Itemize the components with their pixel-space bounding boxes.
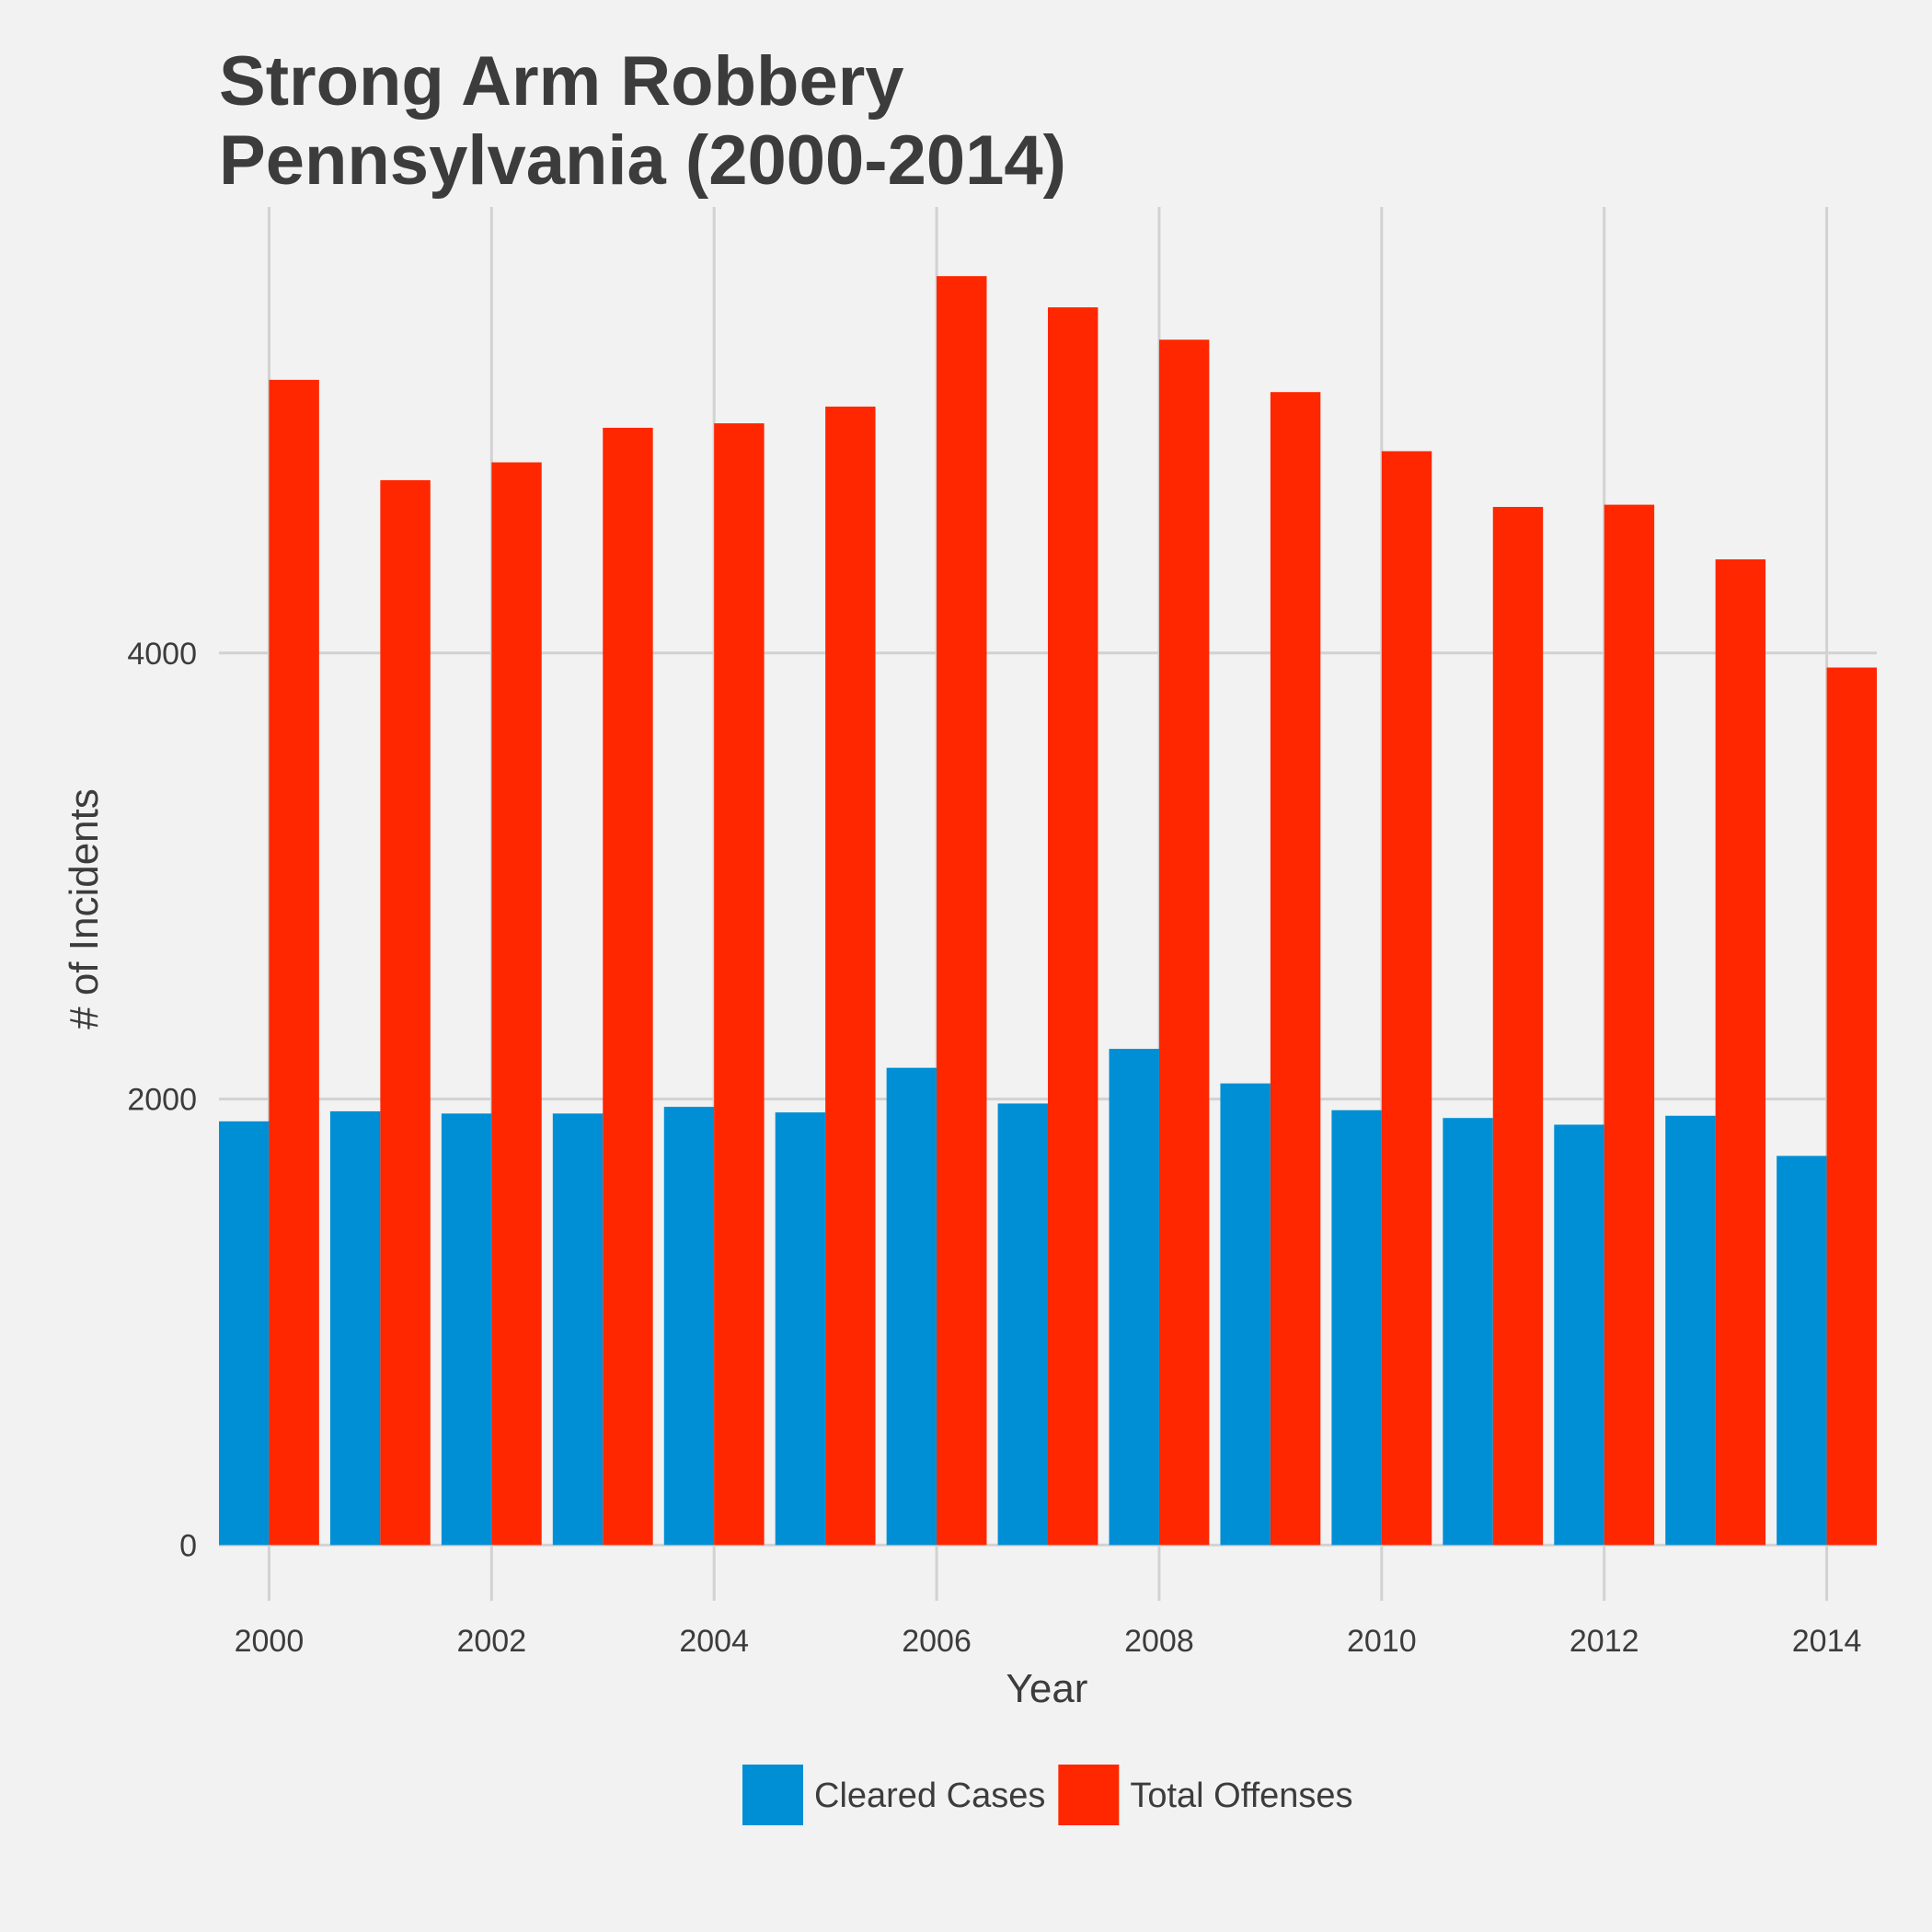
bar-cleared-cases-2014	[1777, 1156, 1827, 1546]
x-tick-label: 2004	[679, 1624, 749, 1659]
bar-total-offenses-2005	[825, 406, 876, 1546]
bar-cleared-cases-2001	[329, 1110, 381, 1546]
bars	[219, 276, 1877, 1546]
bar-cleared-cases-2009	[1220, 1083, 1271, 1546]
y-tick-label: 0	[179, 1528, 197, 1563]
y-tick-labels: 0 2000 4000	[127, 637, 197, 1564]
x-tick-label: 2012	[1570, 1624, 1639, 1659]
bar-cleared-cases-2006	[886, 1067, 937, 1546]
x-tick-label: 2002	[456, 1624, 526, 1659]
bar-total-offenses-2004	[714, 423, 765, 1546]
bar-total-offenses-2014	[1826, 667, 1877, 1546]
bar-total-offenses-2013	[1715, 558, 1766, 1546]
chart-title-line-2: Pennsylvania (2000-2014)	[219, 121, 1066, 200]
legend-swatch-cleared-cases	[742, 1765, 803, 1825]
bar-total-offenses-2006	[937, 276, 987, 1546]
bar-cleared-cases-2010	[1331, 1110, 1382, 1546]
bar-cleared-cases-2004	[663, 1107, 715, 1546]
bar-cleared-cases-2011	[1443, 1118, 1493, 1546]
x-tick-label: 2000	[235, 1624, 305, 1659]
bar-total-offenses-2008	[1158, 339, 1210, 1546]
x-tick-label: 2014	[1792, 1624, 1862, 1659]
bar-total-offenses-2001	[380, 479, 431, 1546]
chart-title-line-1: Strong Arm Robbery	[219, 42, 904, 121]
bar-total-offenses-2011	[1492, 507, 1544, 1546]
legend-label-total-offenses: Total Offenses	[1130, 1777, 1352, 1815]
legend-swatch-total-offenses	[1058, 1765, 1120, 1825]
x-tick-label: 2010	[1347, 1624, 1417, 1659]
y-tick-label: 2000	[127, 1083, 197, 1118]
bar-total-offenses-2010	[1381, 451, 1432, 1546]
bar-cleared-cases-2008	[1109, 1049, 1159, 1546]
bar-total-offenses-2002	[491, 462, 542, 1546]
x-tick-labels: 2000 2002 2004 2006 2008 2010 2012 2014	[235, 1624, 1862, 1659]
x-tick-label: 2008	[1124, 1624, 1194, 1659]
bar-cleared-cases-2012	[1554, 1124, 1604, 1546]
bar-total-offenses-2007	[1048, 307, 1098, 1546]
bar-cleared-cases-2000	[219, 1121, 270, 1546]
y-tick-label: 4000	[127, 637, 197, 672]
bar-cleared-cases-2003	[552, 1113, 604, 1546]
bar-total-offenses-2003	[603, 427, 653, 1546]
bar-total-offenses-2000	[269, 379, 319, 1546]
legend-label-cleared-cases: Cleared Cases	[814, 1777, 1045, 1815]
x-tick-label: 2006	[902, 1624, 972, 1659]
bar-cleared-cases-2013	[1665, 1115, 1716, 1546]
bar-cleared-cases-2005	[775, 1112, 826, 1546]
y-axis-title: # of Incidents	[62, 788, 107, 1029]
bar-cleared-cases-2007	[997, 1103, 1048, 1546]
bar-cleared-cases-2002	[441, 1113, 492, 1546]
bar-total-offenses-2009	[1270, 392, 1321, 1546]
x-axis-title: Year	[1006, 1666, 1088, 1711]
bar-total-offenses-2012	[1604, 504, 1655, 1546]
legend: Cleared Cases Total Offenses	[742, 1765, 1353, 1825]
